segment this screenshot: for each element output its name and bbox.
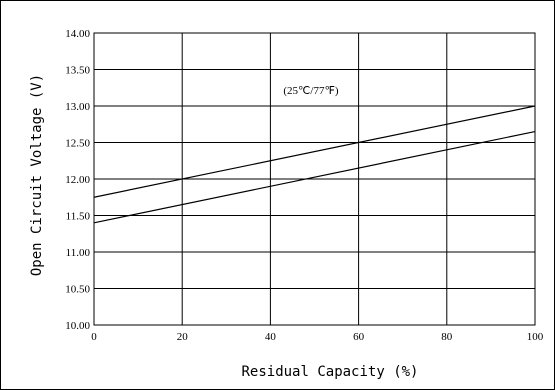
x-tick-label: 100 xyxy=(527,331,544,343)
y-axis-label: Open Circuit Voltage (V) xyxy=(29,74,45,276)
temperature-annotation: (25℃/77℉) xyxy=(283,85,339,97)
y-tick-label: 11.00 xyxy=(66,247,91,259)
y-tick-labels: 10.00 10.50 11.00 11.50 12.00 12.50 13.00 13.50… xyxy=(65,28,90,332)
x-tick-label: 20 xyxy=(177,331,189,343)
y-tick-label: 10.00 xyxy=(65,320,90,332)
y-tick-label: 13.00 xyxy=(65,101,90,113)
x-axis-label: Residual Capacity (%) xyxy=(241,364,418,380)
y-tick-label: 10.50 xyxy=(65,284,90,296)
series-line-2 xyxy=(93,130,536,224)
series-line-1 xyxy=(93,105,536,198)
series-lines xyxy=(93,105,536,224)
y-tick-label: 14.00 xyxy=(65,28,90,40)
plot-area xyxy=(93,32,536,326)
x-tick-label: 40 xyxy=(265,331,277,343)
x-tick-label: 80 xyxy=(441,331,453,343)
x-tick-label: 60 xyxy=(353,331,365,343)
x-tick-label: 0 xyxy=(91,331,97,343)
y-tick-label: 13.50 xyxy=(65,65,90,77)
y-tick-label: 11.50 xyxy=(66,211,91,223)
y-tick-label: 12.50 xyxy=(65,138,90,150)
x-tick-labels: 0 20 40 60 80 100 xyxy=(91,331,544,343)
y-tick-label: 12.00 xyxy=(65,174,90,186)
grid xyxy=(93,32,536,326)
